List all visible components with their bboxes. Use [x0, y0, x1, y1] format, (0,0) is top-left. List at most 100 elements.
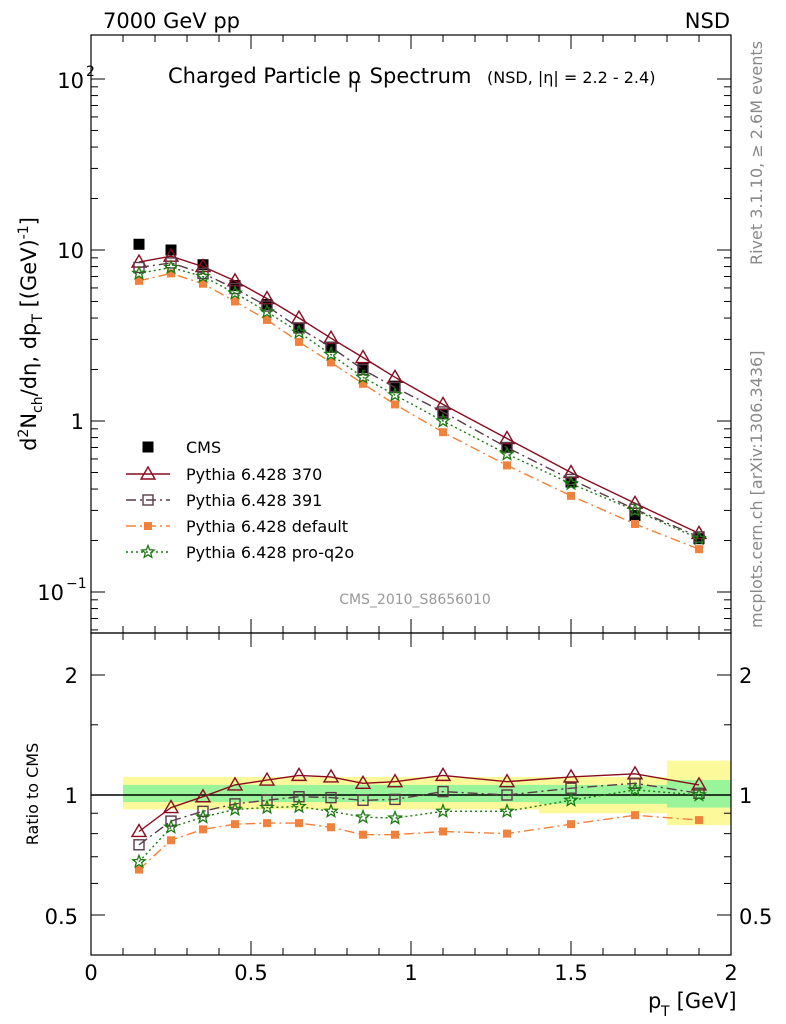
ratio-point-pdefault: [135, 865, 143, 874]
x-axis-label: p T [GeV]: [648, 989, 737, 1020]
point-pdefault: [263, 315, 271, 324]
legend-label-pq2o: Pythia 6.428 pro-q2o: [186, 543, 354, 562]
ratio-point-pdefault: [263, 819, 271, 828]
point-pq2o: [259, 303, 275, 319]
ytick-1: 1: [71, 410, 84, 434]
point-pq2o: [131, 265, 147, 281]
xtick-1: 1: [404, 961, 417, 985]
ratio-point-pq2o: [163, 818, 179, 834]
point-pdefault: [199, 279, 207, 288]
point-p370: [626, 494, 644, 510]
point-pq2o: [323, 346, 339, 362]
ratio-point-pdefault: [391, 830, 399, 839]
xtick-0p5: 0.5: [234, 961, 267, 985]
ratio-series-pq2o: [131, 781, 707, 869]
ratio-point-p370: [226, 776, 244, 791]
point-pq2o: [435, 412, 451, 428]
point-p391: [357, 363, 369, 376]
ratio-point-pdefault: [199, 825, 207, 834]
point-pdefault: [391, 400, 399, 409]
ratio-point-p391: [165, 815, 177, 827]
point-p391: [165, 257, 177, 269]
point-pdefault: [231, 297, 239, 306]
ratio-point-pq2o: [435, 802, 451, 819]
ratio-ytick-2-right: 2: [739, 664, 752, 688]
legend-label-p391: Pythia 6.428 391: [186, 491, 322, 510]
point-p370: [322, 329, 340, 344]
ratio-point-pq2o: [195, 808, 211, 824]
point-pq2o: [387, 386, 403, 402]
point-pdefault: [167, 269, 175, 278]
ratio-ytick-0p5-left: 0.5: [45, 905, 78, 929]
series-line-pq2o: [138, 266, 700, 540]
ratio-point-pq2o: [563, 791, 579, 807]
xlabel-main: p: [648, 989, 661, 1013]
point-pq2o: [627, 502, 643, 518]
ratio-point-pq2o: [227, 801, 243, 817]
point-pdefault: [631, 519, 639, 528]
ytick-0p1-base: 10: [37, 581, 64, 605]
title-after: Spectrum: [363, 64, 471, 88]
ratio-point-pdefault: [327, 823, 335, 832]
ratio-point-p391: [229, 798, 241, 810]
title-main: Charged Particle p: [168, 64, 361, 88]
ratio-point-p391: [325, 791, 337, 804]
point-cms: [357, 362, 369, 374]
ratio-point-p370: [258, 771, 276, 786]
xtick-1p5: 1.5: [554, 961, 587, 985]
point-pdefault: [295, 337, 303, 346]
point-pq2o: [227, 284, 243, 300]
series-pq2o: [131, 259, 707, 546]
mcplots-label: mcplots.cern.ch [arXiv:1306.3436]: [747, 351, 766, 628]
ratio-point-pq2o: [627, 781, 643, 797]
ratio-point-pdefault: [167, 836, 175, 845]
point-pdefault: [439, 428, 447, 437]
series-pdefault: [135, 269, 703, 554]
ratio-point-p391: [261, 794, 273, 806]
point-pdefault: [695, 545, 703, 554]
ratio-point-pq2o: [355, 808, 371, 824]
legend-marker-pdefault: [144, 522, 152, 530]
point-p391: [261, 300, 273, 312]
legend-label-cms: CMS: [186, 438, 221, 457]
legend-marker-p370: [139, 465, 157, 480]
point-pq2o: [499, 445, 515, 461]
ytick-100-exp: 2: [86, 64, 95, 80]
ratio-point-pdefault: [295, 819, 303, 828]
ratio-point-p370: [498, 773, 516, 788]
ratio-point-pq2o: [259, 799, 275, 815]
ratio-plot-area: [91, 760, 731, 874]
ratio-point-pdefault: [231, 820, 239, 829]
ratio-point-pq2o: [387, 809, 403, 825]
point-cms: [197, 259, 209, 271]
axis-ticks: [90, 35, 732, 955]
title-sub: T: [351, 80, 361, 96]
ratio-line-p370: [138, 773, 700, 833]
ratio-line-pdefault: [138, 814, 700, 871]
ratio-ylabel: Ratio to CMS: [23, 743, 42, 845]
process-label: NSD: [685, 9, 730, 33]
point-pq2o: [291, 323, 307, 340]
legend-label-pdefault: Pythia 6.428 default: [186, 517, 348, 536]
point-cms: [565, 476, 577, 488]
ytick-0p1-exp: −1: [66, 576, 87, 592]
analysis-id: CMS_2010_S8656010: [339, 592, 491, 608]
ratio-point-p391: [133, 839, 145, 851]
legend-marker-pq2o: [140, 543, 156, 559]
point-cms: [133, 238, 145, 250]
point-pdefault: [327, 358, 335, 367]
ratio-point-pq2o: [499, 802, 515, 819]
ratio-ytick-0p5-right: 0.5: [739, 905, 772, 929]
ratio-point-pdefault: [359, 830, 367, 839]
svg-text:d2Nch/dη, dpT [(GeV)-1]: d2Nch/dη, dpT [(GeV)-1]: [16, 217, 46, 451]
ratio-point-pdefault: [503, 829, 511, 838]
ratio-point-p391: [357, 794, 369, 806]
title-extra: (NSD, |η| = 2.2 - 2.4): [487, 68, 655, 87]
ratio-point-pq2o: [323, 802, 339, 819]
point-pdefault: [503, 461, 511, 470]
point-pq2o: [163, 259, 179, 275]
ytick-100-base: 10: [57, 69, 84, 93]
ratio-point-p391: [501, 789, 513, 801]
ratio-point-p391: [389, 793, 401, 806]
point-pdefault: [567, 491, 575, 500]
